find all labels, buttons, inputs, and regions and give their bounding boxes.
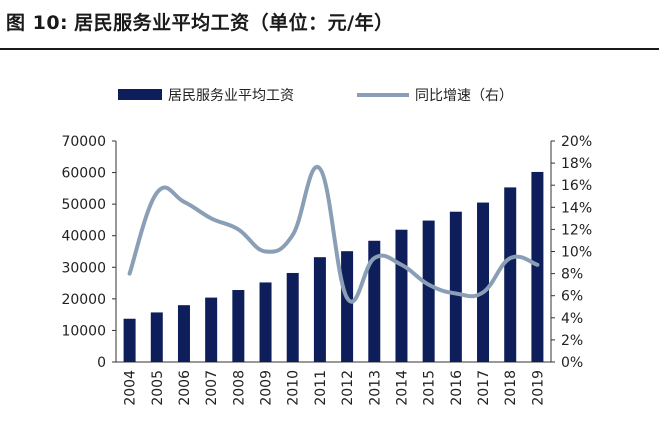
bar-2007 (205, 297, 218, 362)
y-left-tick-label: 60000 (61, 166, 106, 182)
x-tick-label: 2015 (422, 370, 438, 406)
y-right-tick-label: 4% (561, 311, 583, 327)
legend-label-wage: 居民服务业平均工资 (168, 88, 294, 104)
y-left-tick-label: 50000 (61, 197, 106, 213)
y-right-tick-label: 6% (561, 289, 583, 305)
figure-label: 图 10: (6, 12, 69, 34)
legend: 居民服务业平均工资 同比增速（右） (118, 88, 513, 104)
y-right-tick-label: 20% (561, 134, 592, 150)
chart-title: 图 10: 居民服务业平均工资（单位：元/年） (6, 8, 394, 35)
y-left-tick-label: 0 (97, 355, 106, 371)
y-right-tick-label: 8% (561, 267, 583, 283)
bar-2010 (286, 272, 299, 362)
x-tick-label: 2013 (367, 370, 383, 406)
bar-2016 (449, 211, 462, 362)
y-left-tick-label: 70000 (61, 134, 106, 150)
legend-label-growth: 同比增速（右） (415, 88, 513, 104)
legend-swatch-wage (118, 89, 162, 100)
bar-2012 (341, 251, 354, 362)
x-tick-label: 2014 (394, 370, 410, 406)
x-tick-label: 2011 (313, 370, 329, 406)
x-tick-label: 2009 (259, 370, 275, 406)
bar-series (123, 171, 544, 362)
y-right-tick-label: 16% (561, 178, 592, 194)
bar-2014 (395, 229, 408, 362)
x-tick-label: 2019 (530, 370, 546, 406)
bar-2019 (531, 171, 544, 362)
x-tick-label: 2017 (476, 370, 492, 406)
y-right-tick-label: 2% (561, 333, 583, 349)
bar-2017 (477, 202, 490, 362)
figure-title: 居民服务业平均工资（单位：元/年） (74, 12, 394, 34)
x-tick-label: 2010 (286, 370, 302, 406)
x-tick-label: 2016 (449, 370, 465, 406)
title-rule (0, 48, 659, 50)
growth-line (127, 164, 540, 304)
bar-2005 (150, 312, 163, 362)
bar-2006 (177, 305, 190, 362)
y-right-tick-label: 14% (561, 200, 592, 216)
bar-2008 (232, 290, 245, 362)
y-right-tick-label: 0% (561, 355, 583, 371)
y-axis-right-labels: 0% 2% 4% 6% 8% 10% 12% 14% 16% 18% 20% (561, 134, 592, 371)
bar-2013 (368, 240, 381, 362)
y-left-tick-label: 10000 (61, 323, 106, 339)
x-tick-label: 2018 (503, 370, 519, 406)
bar-2004 (123, 318, 136, 362)
y-right-tick-label: 18% (561, 156, 592, 172)
y-right-tick-label: 12% (561, 222, 592, 238)
y-axis-left-labels: 0 10000 20000 30000 40000 50000 60000 70000 (61, 134, 106, 371)
x-tick-label: 2004 (123, 370, 139, 406)
x-tick-label: 2008 (231, 370, 247, 406)
x-tick-label: 2012 (340, 370, 356, 406)
y-left-tick-label: 40000 (61, 229, 106, 245)
line-series (127, 164, 540, 304)
y-right-tick-label: 10% (561, 245, 592, 261)
x-tick-label: 2006 (177, 370, 193, 406)
x-tick-label: 2007 (204, 370, 220, 406)
x-tick-label: 2005 (150, 370, 166, 406)
bar-2009 (259, 282, 272, 362)
bar-2015 (422, 220, 435, 362)
bar-2011 (313, 257, 326, 362)
y-left-tick-label: 20000 (61, 292, 106, 308)
bar-2018 (504, 187, 517, 362)
y-left-tick-label: 30000 (61, 260, 106, 276)
x-axis-labels: 2004 2005 2006 2007 2008 2009 2010 2011 2012 2013… (123, 370, 547, 406)
